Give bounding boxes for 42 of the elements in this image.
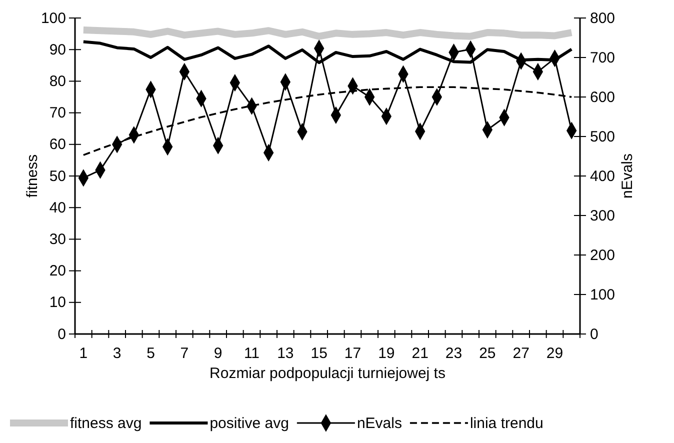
y2-axis-title: nEvals — [619, 153, 636, 199]
y2-tick-label: 800 — [590, 10, 616, 27]
y2-tick-label: 0 — [590, 326, 598, 343]
y2-tick-label: 100 — [590, 286, 616, 304]
x-tick-label: 7 — [180, 345, 189, 362]
x-tick-label: 5 — [146, 345, 155, 362]
x-tick-label: 3 — [112, 345, 122, 362]
y-tick-label: 80 — [49, 73, 66, 90]
x-tick-label: 19 — [378, 345, 395, 362]
x-tick-label: 21 — [412, 345, 428, 362]
y-tick-label: 50 — [49, 168, 66, 185]
y-tick-label: 90 — [49, 41, 66, 58]
y-tick-label: 20 — [49, 262, 66, 280]
x-tick-label: 13 — [277, 345, 294, 362]
y-tick-label: 100 — [40, 10, 66, 27]
legend-label: linia trendu — [470, 415, 544, 432]
y2-tick-label: 500 — [590, 128, 616, 146]
legend-label: nEvals — [356, 415, 402, 432]
x-tick-label: 23 — [445, 345, 462, 362]
x-axis-title: Rozmiar podpopulacji turniejowej ts — [210, 365, 446, 382]
x-tick-label: 25 — [479, 345, 496, 362]
y2-tick-label: 300 — [590, 207, 616, 224]
y-tick-label: 60 — [49, 136, 66, 154]
y-tick-label: 70 — [49, 104, 66, 122]
y-tick-label: 30 — [49, 231, 66, 248]
y-tick-label: 40 — [49, 199, 66, 216]
x-tick-label: 9 — [214, 345, 222, 362]
y2-tick-label: 600 — [590, 88, 616, 106]
y2-tick-label: 200 — [590, 246, 616, 264]
y-axis-title: fitness — [24, 154, 41, 198]
x-tick-label: 29 — [546, 345, 564, 362]
x-tick-label: 11 — [244, 345, 260, 362]
y2-tick-label: 700 — [590, 49, 616, 66]
legend-label: positive avg — [210, 415, 289, 432]
legend-label: fitness avg — [70, 415, 142, 432]
x-tick-label: 17 — [344, 345, 362, 362]
y2-tick-label: 400 — [590, 168, 616, 185]
y-tick-label: 0 — [58, 326, 66, 343]
y-tick-label: 10 — [49, 294, 66, 312]
x-tick-label: 27 — [512, 345, 530, 362]
x-tick-label: 1 — [79, 345, 88, 362]
x-tick-label: 15 — [310, 345, 328, 362]
